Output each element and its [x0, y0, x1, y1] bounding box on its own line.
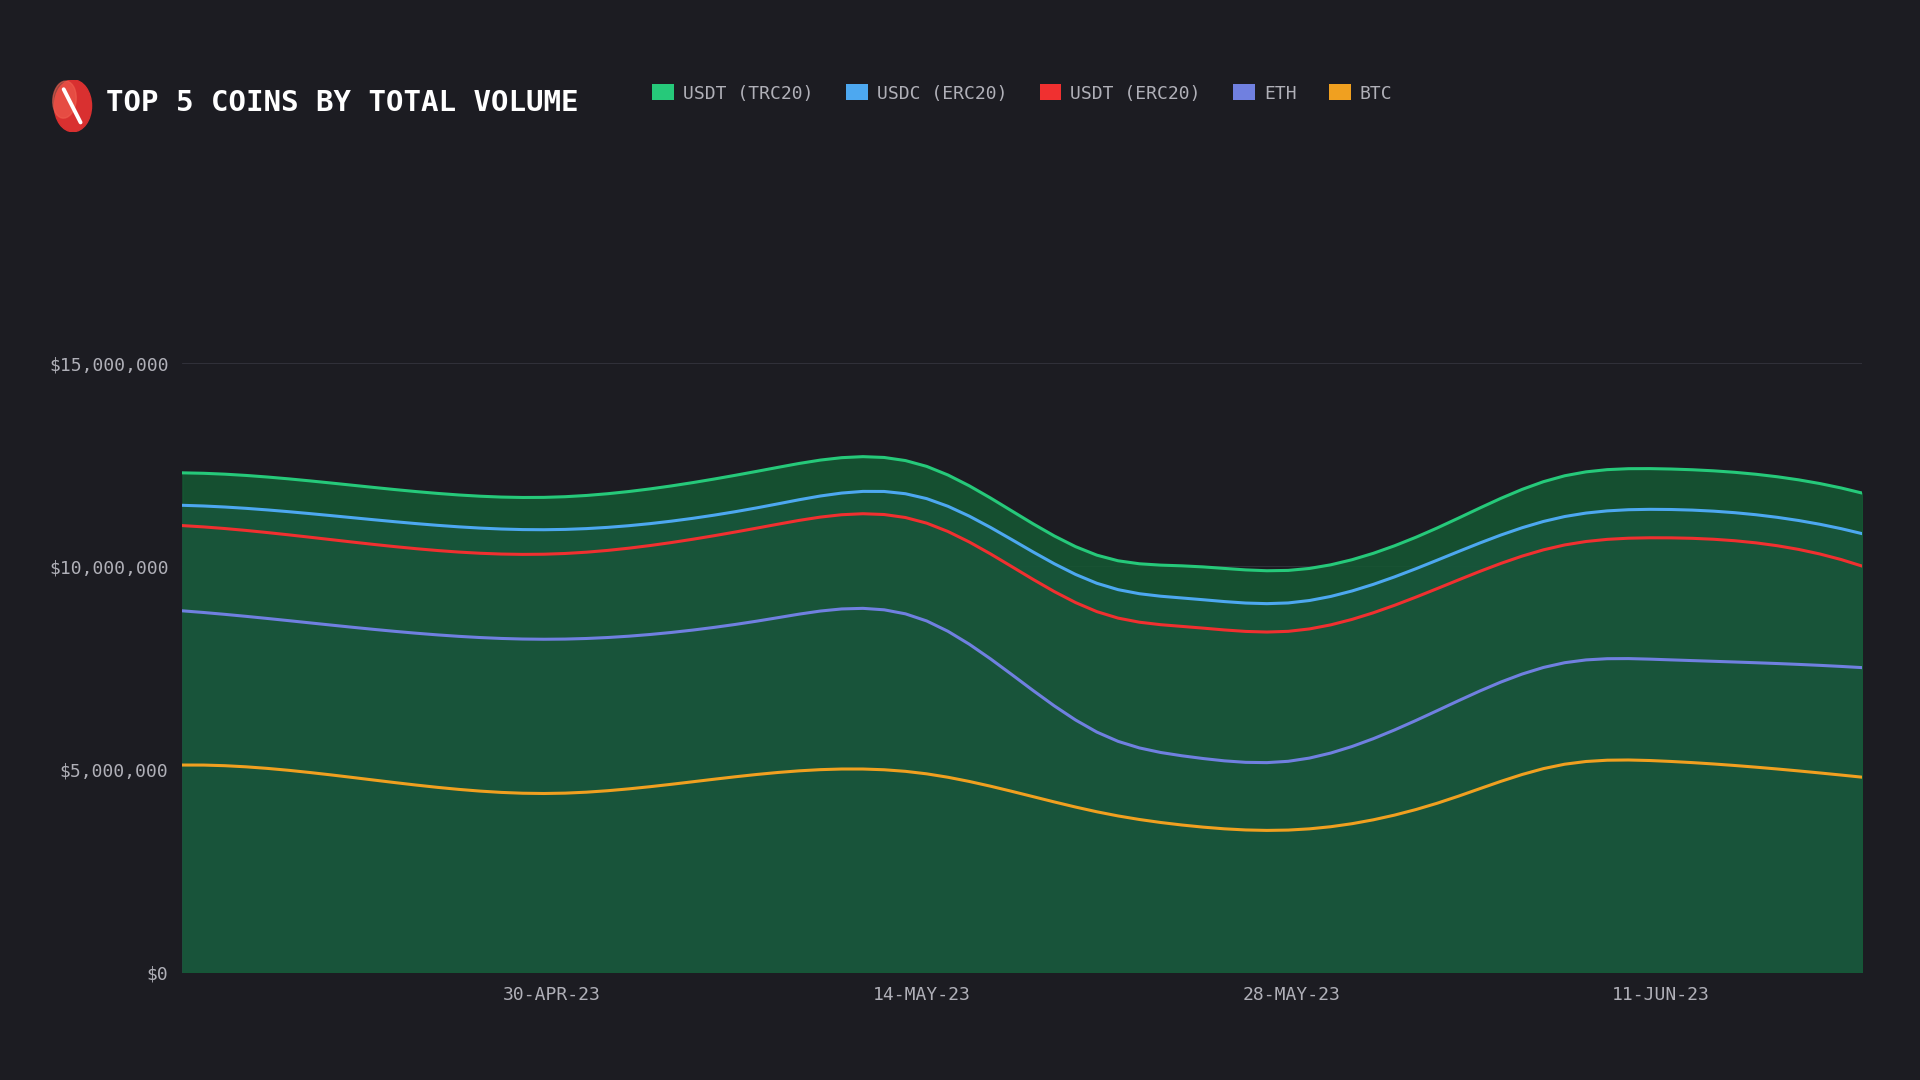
Ellipse shape — [52, 81, 77, 118]
Legend: USDT (TRC20), USDC (ERC20), USDT (ERC20), ETH, BTC: USDT (TRC20), USDC (ERC20), USDT (ERC20)… — [645, 77, 1400, 110]
Ellipse shape — [54, 80, 92, 132]
Text: TOP 5 COINS BY TOTAL VOLUME: TOP 5 COINS BY TOTAL VOLUME — [106, 89, 578, 117]
